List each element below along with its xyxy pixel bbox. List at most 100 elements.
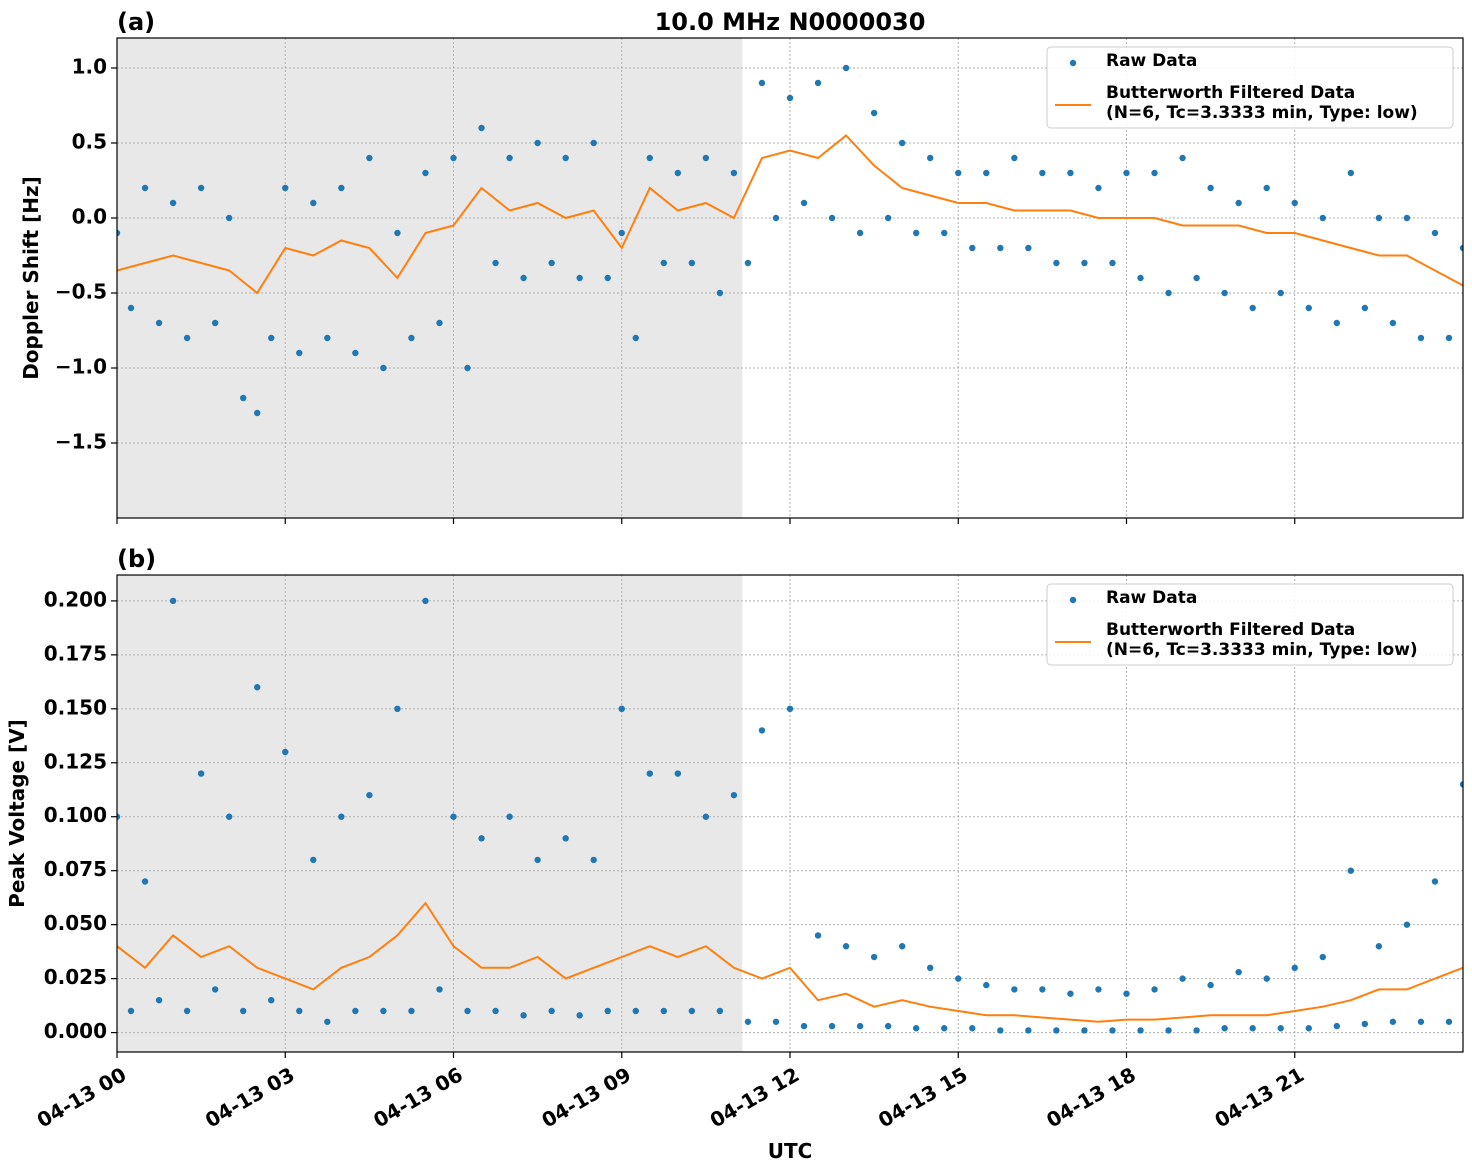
raw-point: [1319, 214, 1326, 222]
raw-point: [464, 364, 471, 372]
y-tick-label: 0.150: [44, 695, 107, 719]
y-tick-label: 0.025: [44, 965, 107, 989]
raw-point: [450, 154, 457, 162]
raw-point: [1137, 274, 1144, 282]
raw-point: [702, 813, 710, 820]
raw-point: [183, 1007, 191, 1015]
raw-point: [744, 259, 752, 267]
raw-point: [1403, 921, 1411, 928]
chart-title: 10.0 MHz N0000030: [655, 8, 926, 36]
raw-point: [800, 1022, 808, 1030]
shaded-span: [117, 38, 743, 518]
raw-point: [464, 1007, 471, 1015]
raw-point: [197, 184, 205, 192]
raw-point: [646, 154, 653, 162]
raw-point: [352, 1007, 359, 1015]
raw-point: [772, 214, 780, 222]
x-axis-label: UTC: [768, 1139, 813, 1163]
raw-point: [562, 154, 569, 162]
y-tick-label: 0.000: [44, 1019, 107, 1043]
x-tick-label: 04-13 21: [1210, 1062, 1308, 1132]
legend-label: Butterworth Filtered Data (N=6, Tc=3.333…: [1106, 620, 1418, 660]
y-tick-label: 0.5: [72, 130, 107, 154]
raw-point: [282, 748, 289, 756]
y-axis-label: Peak Voltage [V]: [5, 719, 29, 908]
raw-point: [884, 214, 892, 222]
raw-point: [169, 199, 177, 207]
raw-point: [1431, 229, 1439, 237]
raw-point: [1025, 1027, 1032, 1034]
raw-point: [1207, 184, 1214, 192]
raw-point: [1375, 943, 1383, 950]
raw-point: [884, 1022, 892, 1030]
raw-point: [1291, 964, 1298, 972]
raw-point: [969, 244, 976, 252]
raw-point: [856, 1022, 864, 1030]
raw-point: [1431, 878, 1439, 885]
y-tick-label: −1.0: [55, 355, 107, 379]
y-tick-label: 0.075: [44, 857, 107, 881]
raw-point: [1193, 1027, 1200, 1034]
legend-label: Raw Data: [1106, 588, 1198, 608]
raw-point: [310, 199, 317, 207]
raw-point: [1347, 169, 1355, 177]
raw-point: [1151, 169, 1158, 177]
raw-point: [955, 975, 962, 982]
raw-point: [127, 1007, 135, 1015]
raw-point: [1067, 990, 1074, 997]
raw-point: [436, 319, 443, 327]
filtered-line: [117, 901, 1463, 1023]
raw-point: [646, 770, 653, 777]
raw-point: [590, 139, 597, 147]
x-tick-label: 04-13 03: [201, 1062, 299, 1132]
raw-point: [576, 274, 583, 282]
x-tick-label: 04-13 06: [369, 1062, 467, 1132]
raw-point: [1249, 1025, 1256, 1032]
legend-label: Butterworth Filtered Data (N=6, Tc=3.333…: [1106, 83, 1418, 123]
raw-point: [562, 835, 569, 842]
raw-point: [352, 349, 359, 357]
legend-box: [1046, 583, 1454, 666]
raw-point: [534, 856, 541, 864]
legend-marker: [1069, 59, 1077, 67]
raw-point: [1109, 259, 1116, 267]
raw-point: [955, 169, 962, 177]
raw-point: [422, 169, 429, 177]
raw-point: [1095, 986, 1102, 993]
raw-point: [814, 79, 822, 87]
raw-point: [282, 184, 289, 192]
raw-point: [1053, 259, 1060, 267]
raw-point: [870, 109, 878, 117]
raw-point: [632, 1007, 639, 1015]
raw-point: [618, 705, 625, 713]
raw-point: [1067, 169, 1074, 177]
raw-point: [534, 139, 541, 147]
raw-point: [1179, 154, 1186, 162]
raw-point: [1165, 289, 1172, 297]
legend-entry: Butterworth Filtered Data (N=6, Tc=3.333…: [1106, 620, 1418, 660]
raw-point: [1445, 334, 1453, 342]
raw-point: [674, 169, 682, 177]
raw-point: [1081, 259, 1088, 267]
raw-point: [169, 597, 177, 605]
raw-point: [450, 813, 457, 820]
legend-entry: Raw Data: [1106, 588, 1198, 608]
raw-point: [590, 856, 597, 864]
raw-point: [1053, 1027, 1060, 1034]
series-layer: [117, 64, 1463, 417]
raw-point: [1445, 1018, 1453, 1025]
raw-point: [1263, 184, 1270, 192]
raw-point: [997, 1027, 1004, 1034]
raw-point: [1221, 1025, 1228, 1032]
raw-point: [772, 1018, 780, 1025]
raw-point: [1361, 1020, 1369, 1028]
raw-point: [1011, 986, 1018, 993]
raw-point: [506, 813, 513, 820]
raw-point: [1193, 274, 1200, 282]
legend-entry: Butterworth Filtered Data (N=6, Tc=3.333…: [1106, 83, 1418, 123]
raw-point: [702, 154, 710, 162]
raw-point: [758, 79, 766, 87]
raw-point: [155, 996, 163, 1004]
raw-point: [1165, 1027, 1172, 1034]
